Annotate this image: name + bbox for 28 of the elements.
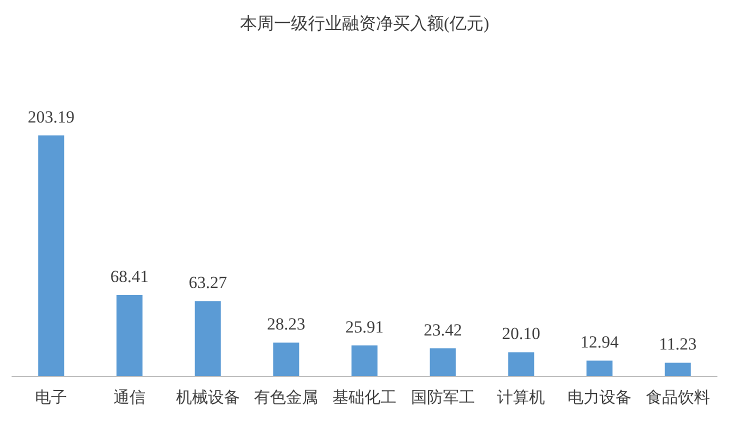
bar [116, 295, 142, 376]
x-tick-label: 电力设备 [568, 388, 632, 406]
x-tick-label: 国防军工 [410, 388, 475, 406]
x-tick-label: 有色金属 [254, 390, 318, 406]
bar [586, 360, 612, 376]
data-label: 25.91 [345, 317, 384, 336]
x-tick-label: 电子 [35, 388, 68, 406]
data-label: 68.41 [110, 267, 149, 286]
data-label: 23.42 [424, 320, 462, 340]
bar [273, 342, 300, 376]
data-label: 203.19 [28, 107, 75, 126]
bar [430, 348, 456, 376]
bar [38, 135, 64, 376]
data-label: 12.94 [580, 332, 620, 352]
bar [194, 301, 221, 376]
x-tick-label: 基础化工 [332, 388, 396, 406]
data-label: 20.10 [502, 324, 540, 344]
chart-title: 本周一级行业融资净买入额(亿元) [240, 14, 490, 33]
bar [352, 345, 378, 376]
bar [508, 352, 534, 376]
data-label: 11.23 [659, 334, 697, 354]
x-tick-label: 计算机 [497, 388, 546, 406]
data-label: 63.27 [188, 273, 228, 292]
x-tick-label: 食品饮料 [646, 388, 710, 406]
x-tick-label: 机械设备 [176, 388, 240, 406]
bar [664, 362, 691, 376]
data-label: 28.23 [267, 314, 306, 334]
x-tick-label: 通信 [114, 388, 146, 406]
